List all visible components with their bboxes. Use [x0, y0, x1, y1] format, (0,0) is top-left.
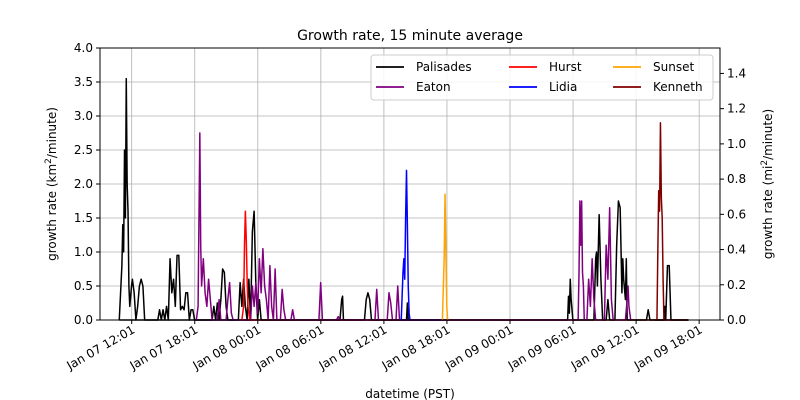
y-right-tick-label: 0.6 [727, 207, 746, 221]
legend-label: Sunset [653, 60, 694, 74]
y-left-tick-label: 0.0 [74, 313, 93, 327]
series-line-eaton [195, 132, 632, 321]
series-line-kenneth [656, 122, 665, 321]
y-left-tick-label: 3.5 [74, 75, 93, 89]
y-left-tick-label: 4.0 [74, 41, 93, 55]
series-line-sunset [441, 193, 449, 321]
x-tick-label: Jan 08 12:01 [316, 322, 390, 373]
x-tick-label: Jan 09 06:01 [505, 322, 579, 373]
y-right-tick-label: 0.4 [727, 243, 746, 257]
x-tick-label: Jan 08 00:01 [190, 322, 264, 373]
y-left-tick-label: 0.5 [74, 279, 93, 293]
y-axis-right-label: growth rate (mi2/minute) [760, 109, 775, 259]
y-right-tick-label: 0.8 [727, 172, 746, 186]
y-left-tick-label: 3.0 [74, 109, 93, 123]
x-tick-label: Jan 08 18:01 [379, 322, 453, 373]
legend-label: Eaton [416, 80, 451, 94]
x-tick-label: Jan 07 12:01 [64, 322, 138, 373]
y-right-tick-label: 1.0 [727, 137, 746, 151]
x-tick-label: Jan 09 00:01 [442, 322, 516, 373]
y-left-tick-label: 1.0 [74, 245, 93, 259]
y-axis-left: 0.0 0.5 1.0 1.5 2.0 2.5 3.0 3.5 4.0 [74, 41, 100, 327]
legend-label: Kenneth [653, 80, 703, 94]
series-line-lidia [400, 169, 411, 321]
y-right-tick-label: 1.2 [727, 102, 746, 116]
legend: Palisades Eaton Hurst Lidia Sunset Kenneth [370, 54, 714, 101]
x-tick-label: Jan 09 12:01 [568, 322, 642, 373]
legend-label: Palisades [416, 60, 472, 74]
legend-label: Hurst [549, 60, 582, 74]
y-left-tick-label: 1.5 [74, 211, 93, 225]
chart-title: Growth rate, 15 minute average [297, 28, 523, 44]
y-left-tick-label: 2.0 [74, 177, 93, 191]
y-right-tick-label: 0.2 [727, 278, 746, 292]
x-axis-label: datetime (PST) [365, 387, 455, 400]
series-lines [118, 77, 689, 321]
x-tick-label: Jan 08 06:01 [253, 322, 327, 373]
y-axis-right: 0.0 0.2 0.4 0.6 0.8 1.0 1.2 1.4 [720, 66, 746, 327]
y-axis-left-label: growth rate (km2/minute) [44, 107, 59, 261]
legend-label: Lidia [549, 80, 577, 94]
series-line-hurst [241, 210, 251, 321]
y-right-tick-label: 0.0 [727, 313, 746, 327]
y-right-tick-label: 1.4 [727, 66, 746, 80]
x-tick-label: Jan 09 18:01 [631, 322, 705, 373]
x-tick-label: Jan 07 18:01 [127, 322, 201, 373]
y-left-tick-label: 2.5 [74, 143, 93, 157]
